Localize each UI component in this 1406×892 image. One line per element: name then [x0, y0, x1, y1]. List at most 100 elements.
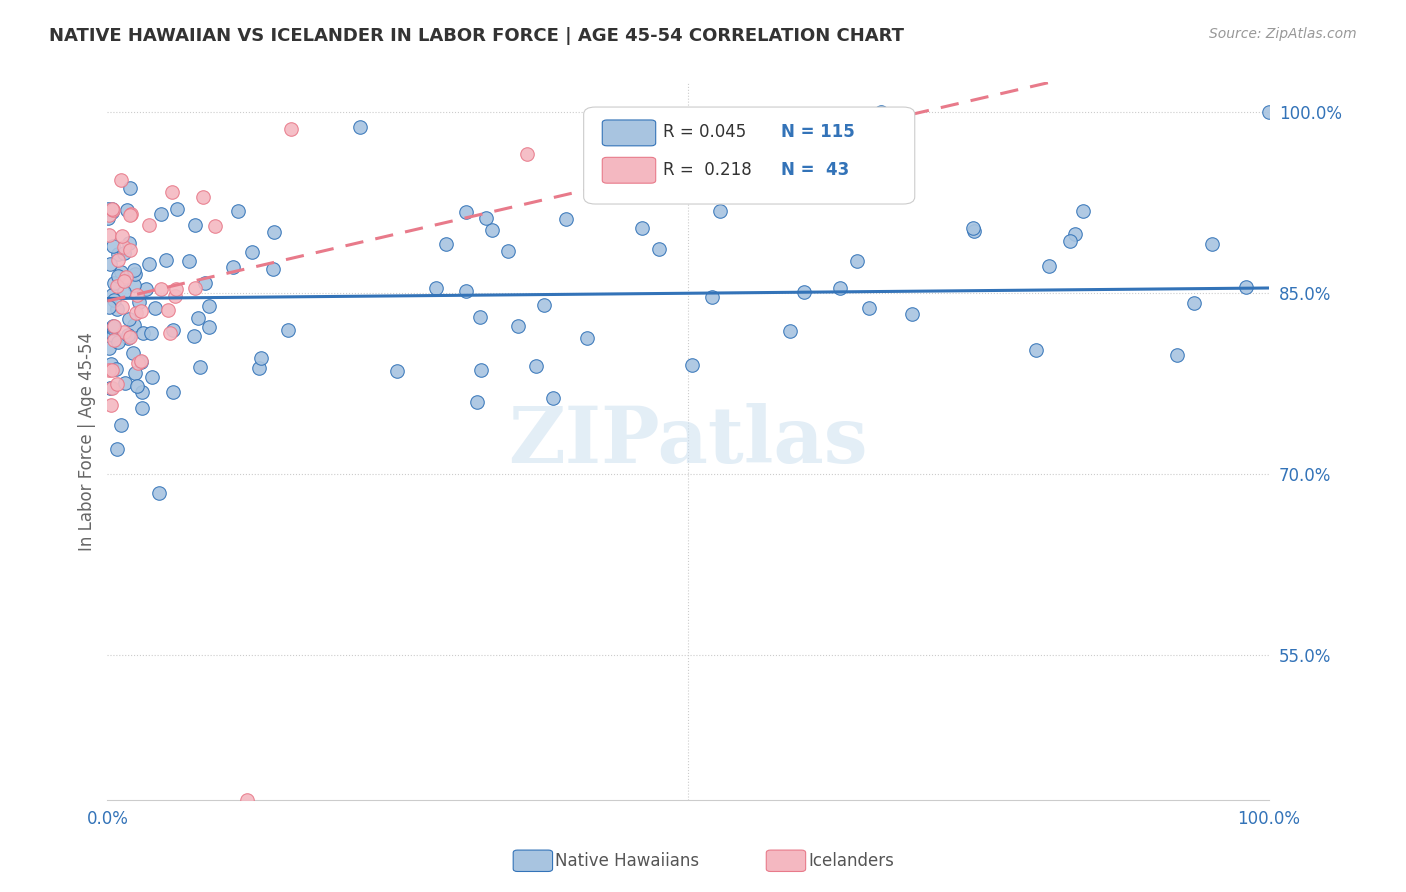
- Point: [1166, 348, 1188, 362]
- Point: [1059, 234, 1081, 248]
- Point: [263, 225, 285, 239]
- Point: [131, 385, 153, 400]
- Text: N =  43: N = 43: [782, 161, 849, 178]
- Text: ZIPatlas: ZIPatlas: [509, 403, 868, 479]
- Point: [470, 363, 492, 377]
- Point: [122, 318, 145, 333]
- Point: [120, 181, 142, 195]
- Point: [100, 357, 122, 371]
- Point: [184, 281, 207, 295]
- Point: [166, 202, 188, 217]
- Point: [98, 341, 121, 355]
- Point: [160, 185, 183, 199]
- Text: Source: ZipAtlas.com: Source: ZipAtlas.com: [1209, 27, 1357, 41]
- Point: [97, 202, 120, 217]
- Point: [709, 204, 731, 219]
- Point: [262, 261, 284, 276]
- Point: [349, 120, 371, 134]
- Point: [101, 381, 124, 395]
- Point: [194, 276, 217, 290]
- Point: [112, 274, 135, 288]
- Point: [105, 362, 128, 376]
- Point: [124, 306, 146, 320]
- Point: [475, 211, 498, 225]
- Point: [129, 354, 152, 368]
- Point: [129, 353, 152, 368]
- Point: [150, 282, 173, 296]
- Point: [165, 282, 187, 296]
- FancyBboxPatch shape: [602, 157, 655, 183]
- Point: [700, 290, 723, 304]
- Point: [110, 173, 132, 187]
- Point: [1258, 105, 1281, 120]
- Point: [385, 364, 408, 378]
- Point: [131, 401, 153, 415]
- Point: [118, 208, 141, 222]
- Point: [110, 265, 132, 279]
- Point: [103, 277, 125, 291]
- Point: [112, 240, 135, 254]
- Point: [280, 122, 302, 136]
- Point: [198, 299, 221, 313]
- Point: [198, 319, 221, 334]
- Point: [846, 253, 869, 268]
- Point: [98, 322, 121, 336]
- Point: [183, 329, 205, 343]
- Point: [107, 268, 129, 283]
- Point: [117, 331, 139, 345]
- FancyBboxPatch shape: [583, 107, 915, 204]
- Point: [122, 278, 145, 293]
- Point: [145, 301, 167, 315]
- Point: [132, 326, 155, 340]
- Point: [434, 237, 457, 252]
- Point: [105, 442, 128, 457]
- Point: [107, 247, 129, 261]
- Point: [112, 246, 135, 260]
- Point: [111, 229, 134, 244]
- Point: [602, 137, 624, 152]
- Text: Native Hawaiians: Native Hawaiians: [555, 852, 700, 870]
- Point: [100, 398, 122, 412]
- Point: [125, 379, 148, 393]
- Point: [124, 367, 146, 381]
- Point: [516, 146, 538, 161]
- Point: [188, 360, 211, 375]
- Text: R =  0.218: R = 0.218: [662, 161, 751, 178]
- Point: [139, 326, 162, 340]
- Point: [97, 211, 120, 226]
- Point: [110, 417, 132, 432]
- Point: [120, 330, 142, 344]
- Point: [105, 376, 128, 391]
- Point: [124, 267, 146, 281]
- Point: [647, 242, 669, 256]
- Point: [779, 324, 801, 338]
- Point: [191, 190, 214, 204]
- Point: [98, 381, 121, 395]
- Point: [135, 282, 157, 296]
- Point: [870, 105, 893, 120]
- Point: [100, 202, 122, 217]
- Point: [97, 301, 120, 315]
- Point: [150, 207, 173, 221]
- Point: [222, 260, 245, 274]
- Point: [101, 288, 124, 302]
- Point: [155, 252, 177, 267]
- Point: [481, 223, 503, 237]
- Point: [1234, 280, 1257, 294]
- Point: [105, 279, 128, 293]
- Point: [117, 327, 139, 342]
- Point: [103, 333, 125, 347]
- Point: [122, 262, 145, 277]
- Point: [107, 334, 129, 349]
- Point: [575, 330, 598, 344]
- Point: [111, 300, 134, 314]
- Point: [141, 369, 163, 384]
- Point: [115, 203, 138, 218]
- Point: [177, 254, 200, 268]
- Point: [828, 281, 851, 295]
- Point: [162, 385, 184, 400]
- Point: [103, 321, 125, 335]
- Point: [100, 363, 122, 377]
- Point: [524, 359, 547, 374]
- Y-axis label: In Labor Force | Age 45-54: In Labor Force | Age 45-54: [79, 332, 96, 550]
